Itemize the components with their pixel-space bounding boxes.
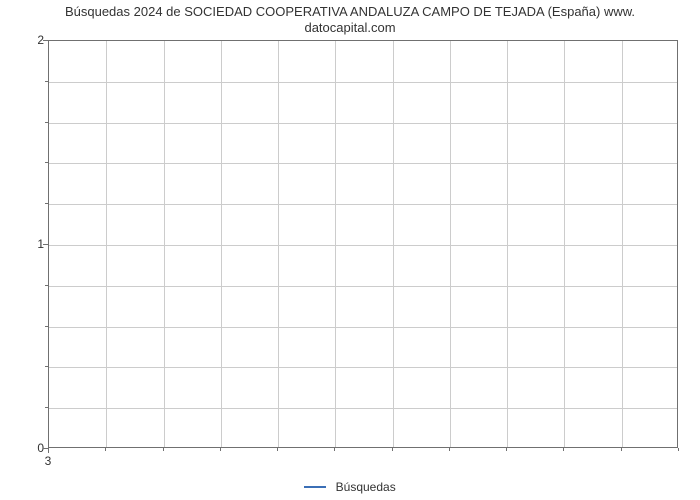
x-minor-tick-mark — [163, 448, 164, 451]
gridline-horizontal — [49, 367, 677, 368]
horizontal-gridlines — [49, 41, 677, 447]
y-tick-label: 0 — [4, 441, 44, 455]
gridline-horizontal — [49, 204, 677, 205]
x-minor-tick-mark — [105, 448, 106, 451]
x-minor-tick-mark — [621, 448, 622, 451]
chart-title-line2: datocapital.com — [0, 20, 700, 36]
gridline-horizontal — [49, 286, 677, 287]
x-minor-tick-mark — [392, 448, 393, 451]
chart-container: Búsquedas 2024 de SOCIEDAD COOPERATIVA A… — [0, 0, 700, 500]
legend-swatch — [304, 486, 326, 488]
chart-title: Búsquedas 2024 de SOCIEDAD COOPERATIVA A… — [0, 4, 700, 37]
x-tick-label: 3 — [45, 454, 52, 468]
gridline-horizontal — [49, 82, 677, 83]
x-minor-tick-mark — [506, 448, 507, 451]
x-minor-tick-mark — [334, 448, 335, 451]
y-tick-label: 1 — [4, 237, 44, 251]
chart-title-line1: Búsquedas 2024 de SOCIEDAD COOPERATIVA A… — [0, 4, 700, 20]
plot-area — [48, 40, 678, 448]
x-minor-tick-mark — [220, 448, 221, 451]
legend: Búsquedas — [0, 479, 700, 494]
y-tick-label: 2 — [4, 33, 44, 47]
gridline-horizontal — [49, 123, 677, 124]
x-minor-tick-mark — [449, 448, 450, 451]
gridline-horizontal — [49, 163, 677, 164]
x-tick-mark — [48, 448, 49, 453]
x-minor-tick-mark — [678, 448, 679, 451]
legend-label: Búsquedas — [336, 480, 396, 494]
x-minor-tick-mark — [277, 448, 278, 451]
x-minor-tick-mark — [563, 448, 564, 451]
gridline-horizontal — [49, 327, 677, 328]
gridline-horizontal — [49, 408, 677, 409]
gridline-horizontal — [49, 245, 677, 246]
